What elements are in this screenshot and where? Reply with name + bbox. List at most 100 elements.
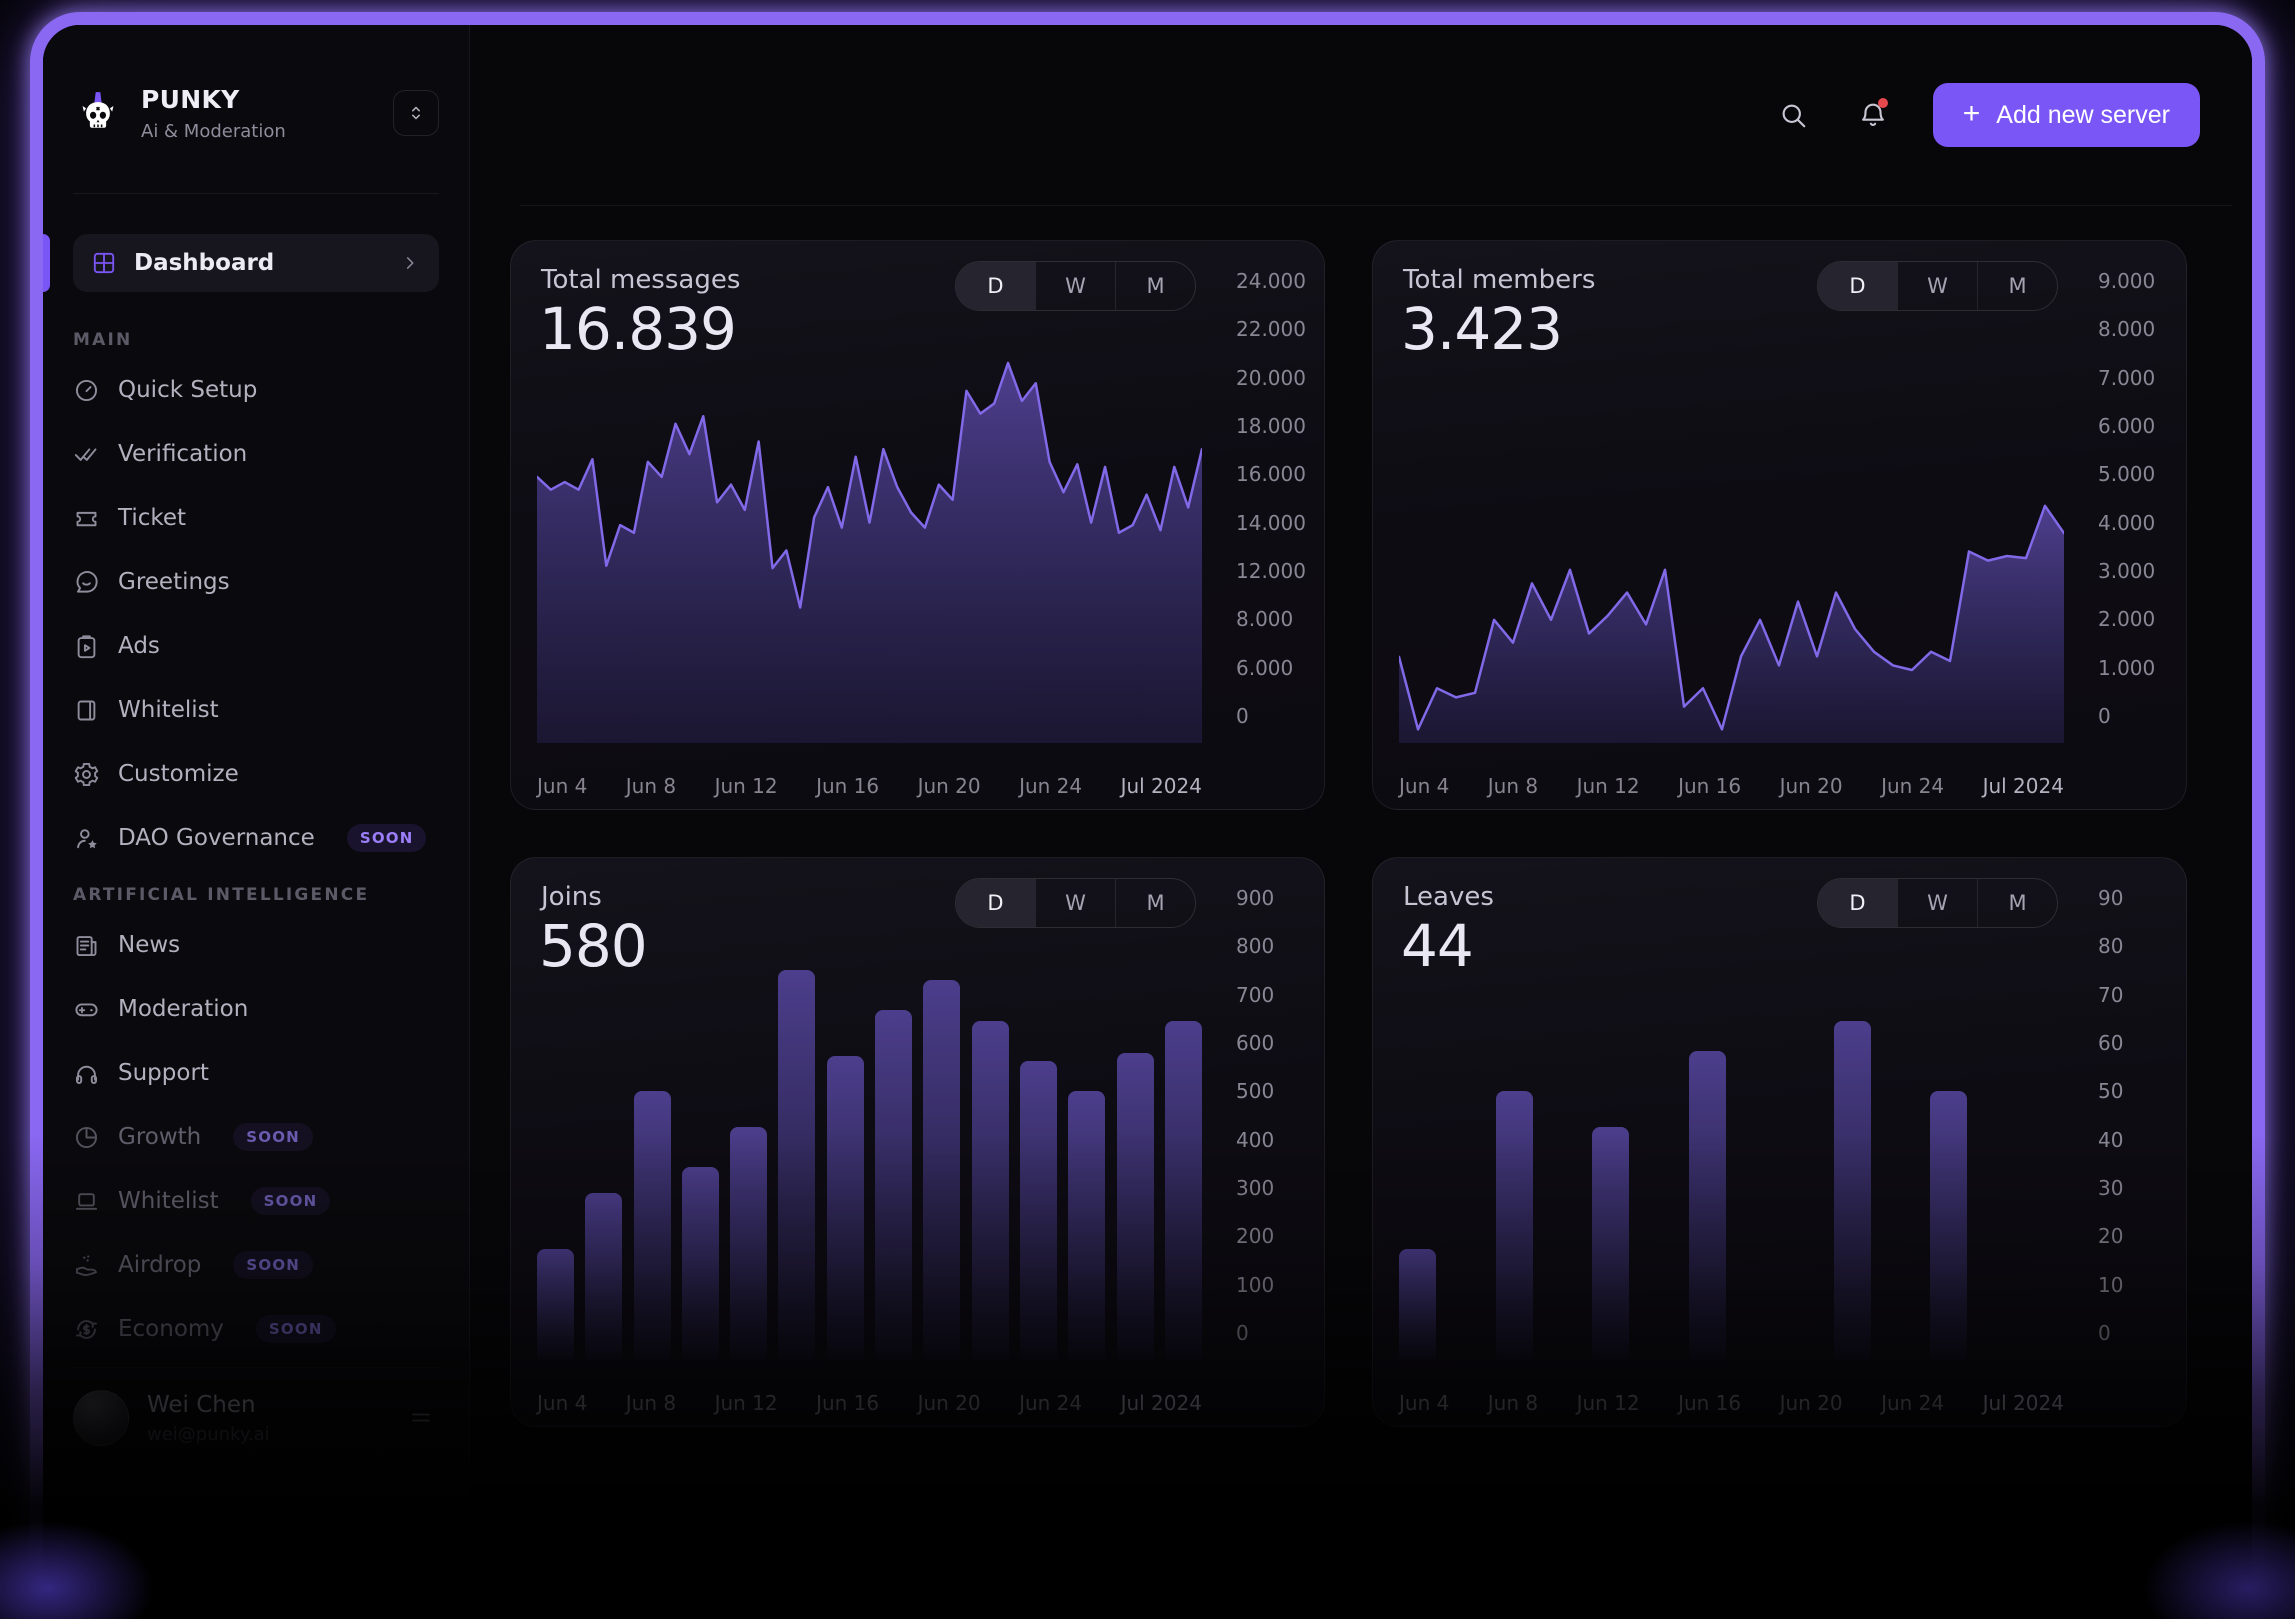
newspaper-icon bbox=[73, 932, 100, 959]
x-axis: Jun 4 Jun 8 Jun 12 Jun 16 Jun 20 Jun 24 Jul 20… bbox=[537, 771, 1202, 801]
y-tick: 600 bbox=[1236, 1030, 1275, 1055]
x-tick: Jun 24 bbox=[1019, 1391, 1083, 1415]
sidebar-item-label: Customize bbox=[118, 761, 239, 787]
sidebar-item-quick-setup[interactable]: Quick Setup bbox=[73, 358, 439, 422]
double-check-icon bbox=[73, 441, 100, 468]
x-tick: Jun 20 bbox=[917, 774, 981, 798]
x-tick: Jun 24 bbox=[1019, 774, 1083, 798]
sidebar-item-whitelist[interactable]: Whitelist SOON bbox=[73, 1169, 439, 1233]
x-tick: Jul 2024 bbox=[1982, 1391, 2064, 1415]
user-menu-button[interactable] bbox=[403, 1400, 439, 1436]
sidebar-item-economy[interactable]: Economy SOON bbox=[73, 1297, 439, 1361]
bar bbox=[537, 1248, 574, 1360]
x-tick: Jun 8 bbox=[625, 774, 677, 798]
y-tick: 3.000 bbox=[2098, 558, 2156, 583]
bar bbox=[826, 1056, 864, 1360]
x-tick: Jul 2024 bbox=[1120, 1391, 1202, 1415]
sidebar-item-dashboard[interactable]: Dashboard bbox=[73, 234, 439, 292]
x-axis: Jun 4 Jun 8 Jun 12 Jun 16 Jun 20 Jun 24 Jul 20… bbox=[1399, 1388, 2064, 1418]
y-tick: 40 bbox=[2098, 1127, 2124, 1152]
x-tick: Jun 12 bbox=[1576, 1391, 1640, 1415]
y-tick: 60 bbox=[2098, 1030, 2124, 1055]
sidebar-item-greetings[interactable]: Greetings bbox=[73, 550, 439, 614]
user-info: Wei Chen wei@punky.ai bbox=[147, 1392, 270, 1445]
y-axis: 9.000 8.000 7.000 6.000 5.000 4.000 3.000 2.000… bbox=[2098, 269, 2164, 728]
sidebar-item-customize[interactable]: Customize bbox=[73, 742, 439, 806]
x-tick: Jun 8 bbox=[625, 1391, 677, 1415]
user-row[interactable]: Wei Chen wei@punky.ai bbox=[73, 1390, 439, 1446]
bar bbox=[585, 1192, 623, 1360]
sidebar-item-moderation[interactable]: Moderation bbox=[73, 977, 439, 1041]
y-tick: 500 bbox=[1236, 1079, 1275, 1104]
sidebar-item-dao-governance[interactable]: DAO Governance SOON bbox=[73, 806, 439, 870]
y-axis: 900 800 700 600 500 400 300 200 100 0 bbox=[1236, 886, 1302, 1345]
sidebar-item-label: Ticket bbox=[118, 505, 187, 531]
brand-name: PUNKY bbox=[141, 84, 240, 114]
notifications-button[interactable] bbox=[1853, 95, 1893, 135]
search-button[interactable] bbox=[1773, 95, 1813, 135]
bar bbox=[875, 1010, 913, 1360]
y-tick: 14.000 bbox=[1236, 510, 1306, 535]
sidebar-item-airdrop[interactable]: Airdrop SOON bbox=[73, 1233, 439, 1297]
gauge-icon bbox=[73, 377, 100, 404]
bar bbox=[1068, 1091, 1106, 1360]
y-tick: 30 bbox=[2098, 1175, 2124, 1200]
sidebar-item-support[interactable]: Support bbox=[73, 1041, 439, 1105]
sidebar-item-verification[interactable]: Verification bbox=[73, 422, 439, 486]
add-new-server-button[interactable]: + Add new server bbox=[1932, 83, 2200, 147]
app-window: PUNKY Ai & Moderation Dashboard MAIN Quic… bbox=[43, 25, 2252, 1619]
y-tick: 20.000 bbox=[1236, 365, 1306, 390]
sidebar-item-label: Quick Setup bbox=[118, 377, 258, 403]
y-tick: 4.000 bbox=[2098, 510, 2156, 535]
server-switcher-button[interactable] bbox=[393, 90, 439, 136]
y-tick: 6.000 bbox=[2098, 413, 2156, 438]
y-tick: 12.000 bbox=[1236, 558, 1306, 583]
sidebar-section-label: ARTIFICIAL INTELLIGENCE bbox=[73, 885, 370, 905]
y-tick: 50 bbox=[2098, 1079, 2124, 1104]
sidebar-item-label: Whitelist bbox=[118, 1188, 219, 1214]
sidebar-section-list: Quick Setup Verification Ticket Greetings Ad… bbox=[73, 358, 439, 870]
y-tick: 9.000 bbox=[2098, 269, 2156, 293]
x-tick: Jun 24 bbox=[1881, 774, 1945, 798]
sidebar-item-ads[interactable]: Ads bbox=[73, 614, 439, 678]
sidebar-item-growth[interactable]: Growth SOON bbox=[73, 1105, 439, 1169]
bar bbox=[1399, 1248, 1436, 1360]
y-axis: 90 80 70 60 50 40 30 20 10 0 bbox=[2098, 886, 2164, 1345]
user-name: Wei Chen bbox=[147, 1391, 256, 1418]
topbar-divider bbox=[520, 205, 2232, 206]
x-tick: Jun 16 bbox=[816, 774, 880, 798]
cards-grid: Total messages 16.839 D W M 24.000 22.000 20.00… bbox=[510, 240, 2252, 1427]
punky-logo-icon bbox=[73, 88, 123, 138]
unfold-icon bbox=[405, 102, 427, 124]
headphones-icon bbox=[73, 1060, 100, 1087]
sidebar-item-label: Growth bbox=[118, 1124, 202, 1150]
bar bbox=[1019, 1061, 1057, 1360]
sidebar-item-news[interactable]: News bbox=[73, 913, 439, 977]
y-tick: 7.000 bbox=[2098, 365, 2156, 390]
x-tick: Jul 2024 bbox=[1120, 774, 1202, 798]
book-icon bbox=[73, 697, 100, 724]
sidebar-item-whitelist[interactable]: Whitelist bbox=[73, 678, 439, 742]
y-tick: 800 bbox=[1236, 934, 1275, 959]
soon-badge: SOON bbox=[233, 1251, 314, 1279]
y-tick: 100 bbox=[1236, 1272, 1275, 1297]
y-tick: 8.000 bbox=[2098, 317, 2156, 342]
sidebar-item-ticket[interactable]: Ticket bbox=[73, 486, 439, 550]
bar-chart bbox=[1399, 904, 2064, 1360]
card-total-members: Total members 3.423 D W M 9.000 8.000 7.000 6.00… bbox=[1372, 240, 2187, 810]
x-tick: Jun 20 bbox=[917, 1391, 981, 1415]
avatar bbox=[73, 1390, 129, 1446]
menu-icon bbox=[409, 1406, 433, 1430]
bar bbox=[681, 1167, 719, 1360]
y-tick: 0 bbox=[2098, 703, 2111, 728]
y-tick: 2.000 bbox=[2098, 607, 2156, 632]
x-tick: Jun 20 bbox=[1779, 1391, 1843, 1415]
sidebar-item-label: Whitelist bbox=[118, 697, 219, 723]
y-tick: 300 bbox=[1236, 1175, 1275, 1200]
y-tick: 900 bbox=[1236, 886, 1275, 910]
bar bbox=[923, 980, 961, 1360]
x-tick: Jun 16 bbox=[1678, 1391, 1742, 1415]
dollar-refresh-icon bbox=[73, 1316, 100, 1343]
soon-badge: SOON bbox=[233, 1123, 313, 1151]
ticket-icon bbox=[73, 505, 100, 532]
